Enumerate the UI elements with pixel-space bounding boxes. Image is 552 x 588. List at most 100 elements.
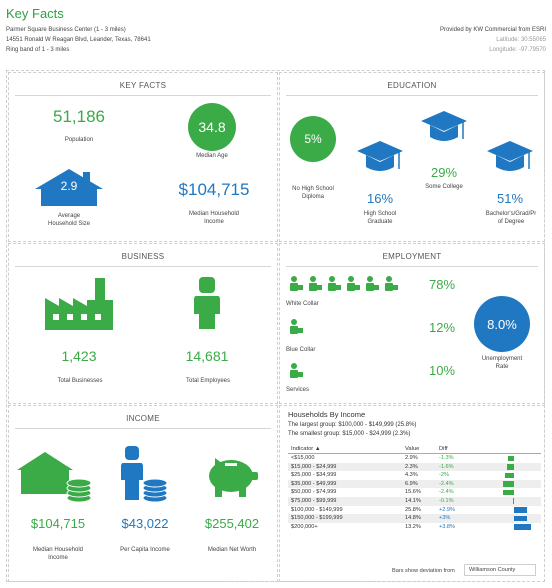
value-cell: 25.8%	[405, 506, 421, 513]
business-panel: BUSINESS 1,423 Total Businesses 14,681 T…	[8, 243, 278, 404]
indicator-cell: $35,000 - $49,999	[288, 479, 402, 489]
deviation-bar	[503, 489, 514, 496]
diff-cell: -2.4%	[436, 479, 470, 489]
latitude: Latitude: 30.55065	[496, 37, 546, 43]
ring-band: Ring band of 1 - 3 miles	[6, 47, 70, 53]
indicator-cell: $25,000 - $34,999	[291, 472, 337, 479]
graduation-cap-icon	[487, 141, 533, 171]
total-employees-value: 14,681	[185, 348, 229, 364]
bachelor-label: Bachelor's/Grad/Pr of Degree	[478, 210, 544, 226]
white-collar-value: 78%	[428, 277, 456, 292]
deviation-bar	[505, 472, 514, 479]
value-cell: 13.2%	[405, 523, 421, 530]
household-size-label-line2: Household Size	[47, 221, 91, 227]
value-column-header[interactable]: Value	[402, 444, 436, 454]
deviation-bar	[514, 524, 531, 530]
table-row: $35,000 - $49,999 6.9% -2.4%	[288, 479, 541, 489]
high-school-value: 16%	[366, 191, 394, 206]
household-size-label-line1: Average	[57, 213, 81, 219]
deviation-area-select[interactable]: Williamson County	[464, 564, 536, 576]
no-high-school-value: 5%	[304, 132, 322, 146]
deviation-bar	[514, 515, 528, 522]
value-cell: 14.8%	[402, 514, 436, 523]
deviation-bar-cell	[470, 488, 541, 497]
indicator-column-header[interactable]: Indicator ▲	[288, 444, 402, 454]
bachelor-value: 51%	[496, 191, 524, 206]
indicator-cell: <$15,000	[291, 455, 315, 461]
households-table: Indicator ▲ Value Diff <$15,000 2.9% -1.3%…	[288, 444, 541, 531]
blue-collar-worker-icon	[290, 319, 303, 334]
median-household-income-label-line2: Income	[48, 555, 68, 561]
unemployment-label-line1: Unemployment	[481, 356, 523, 362]
median-income-label-line2: Income	[204, 219, 224, 225]
diff-cell: +3%	[436, 514, 470, 523]
deviation-bar-cell	[470, 514, 541, 523]
table-row: $50,000 - $74,999 15.6% -2.4%	[288, 488, 541, 497]
table-row: $200,000+ 13.2% +3.8%	[288, 523, 541, 532]
income-title: INCOME	[126, 414, 160, 423]
white-collar-label: White Collar	[286, 301, 319, 307]
high-school-label: High School Graduate	[350, 210, 410, 226]
some-college-label: Some College	[425, 184, 463, 190]
location-address: 14551 Ronald W Reagan Blvd, Leander, Tex…	[6, 37, 151, 43]
employment-panel: EMPLOYMENT 78% White Collar 12% Blue Col…	[279, 243, 545, 404]
table-row: $25,000 - $34,999 4.3% -2%	[288, 471, 541, 480]
table-row: $75,000 - $99,999 14.1% -0.1%	[288, 496, 541, 506]
total-businesses-value: 1,423	[61, 348, 97, 364]
table-row: $15,000 - $24,999 2.3% -1.6%	[288, 462, 541, 472]
key-facts-title: KEY FACTS	[119, 81, 167, 90]
blue-collar-label: Blue Collar	[286, 347, 316, 353]
factory-icon	[45, 278, 113, 330]
unemployment-circle: 8.0%	[474, 296, 530, 352]
graduation-cap-icon	[357, 141, 403, 171]
deviation-bar-cell	[470, 471, 541, 480]
deviation-bar-cell	[470, 506, 541, 515]
deviation-bar-cell	[470, 462, 541, 472]
education-title: EDUCATION	[387, 81, 437, 90]
per-capita-income-label: Per Capita Income	[120, 547, 170, 553]
no-high-school-label-line2: Diploma	[301, 194, 324, 200]
page-title: Key Facts	[6, 6, 64, 21]
unemployment-label: Unemployment Rate	[466, 355, 538, 371]
total-employees-label: Total Employees	[185, 378, 231, 384]
diff-cell: -1.3%	[439, 455, 454, 461]
value-cell: 14.1%	[402, 496, 436, 506]
median-net-worth-label: Median Net Worth	[207, 547, 257, 553]
deviation-bar	[503, 481, 514, 487]
no-high-school-label-line1: No High School	[292, 186, 334, 192]
deviation-bar-cell	[470, 523, 541, 532]
diff-cell: -2.4%	[439, 489, 454, 496]
no-high-school-label: No High School Diploma	[280, 185, 346, 201]
value-cell: 2.3%	[402, 462, 436, 472]
value-cell: 4.3%	[405, 472, 418, 479]
person-icon	[194, 277, 220, 329]
households-table-body: <$15,000 2.9% -1.3% $15,000 - $24,999 2.3% -1…	[288, 454, 541, 532]
unemployment-value: 8.0%	[487, 316, 517, 332]
table-row: $100,000 - $149,999 25.8% +2.9%	[288, 506, 541, 515]
income-panel: INCOME $104,715 Median Household Income …	[8, 405, 278, 582]
median-household-income-label: Median Household Income	[15, 546, 101, 562]
bachelor-label-line1: Bachelor's/Grad/Pr	[485, 211, 537, 217]
deviation-bar	[514, 507, 527, 513]
key-facts-panel: KEY FACTS 51,186 Population 34.8 Median …	[8, 72, 278, 242]
household-size-value: 2.9	[60, 179, 78, 193]
services-worker-icon	[290, 363, 303, 378]
median-income-label: Median Household Income	[169, 210, 259, 226]
no-high-school-circle: 5%	[290, 116, 336, 162]
diff-cell: -2%	[439, 472, 449, 479]
deviation-bar-cell	[470, 496, 541, 506]
population-label: Population	[64, 137, 94, 143]
diff-cell: -0.1%	[436, 496, 470, 506]
report-header: Key Facts Parmer Square Business Center …	[6, 6, 546, 66]
diff-column-header[interactable]: Diff	[436, 444, 470, 454]
median-net-worth-value: $255,402	[204, 516, 260, 531]
bachelor-label-line2: of Degree	[497, 219, 525, 225]
households-title: Households By Income	[288, 410, 366, 419]
median-household-income-value: $104,715	[30, 516, 86, 531]
some-college-value: 29%	[430, 165, 458, 180]
blue-collar-value: 12%	[428, 320, 456, 335]
indicator-cell: $100,000 - $149,999	[291, 506, 343, 513]
table-row: <$15,000 2.9% -1.3%	[288, 454, 541, 463]
median-age-label: Median Age	[196, 153, 228, 159]
household-size-label: Average Household Size	[29, 212, 109, 228]
